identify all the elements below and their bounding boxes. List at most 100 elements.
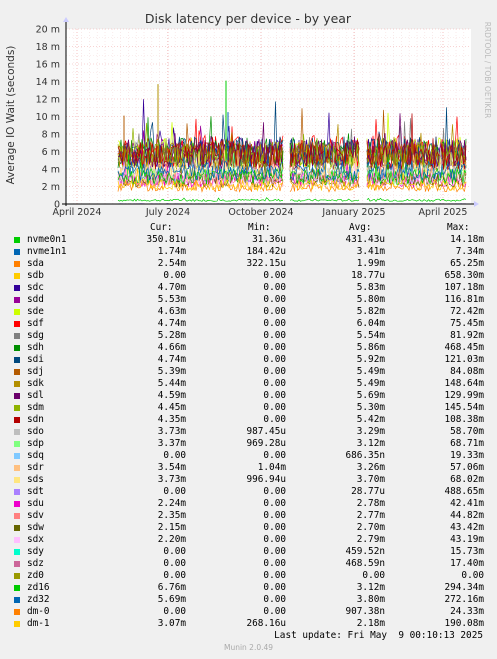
legend-cur-value: 0.00 bbox=[163, 270, 186, 281]
legend-min-value: 0.00 bbox=[263, 498, 286, 509]
legend-cur-value: 4.59m bbox=[157, 390, 186, 401]
legend-avg-value: 1.99m bbox=[356, 258, 385, 269]
legend-swatch bbox=[14, 249, 20, 255]
legend-min-value: 0.00 bbox=[263, 270, 286, 281]
legend-min-value: 0.00 bbox=[263, 450, 286, 461]
legend-min-value: 31.36u bbox=[252, 234, 286, 245]
series-line-sdn bbox=[117, 137, 284, 171]
legend-swatch bbox=[14, 405, 20, 411]
legend-swatch bbox=[14, 441, 20, 447]
legend-row-sdw: sdw 2.15m 0.00 2.70m 43.42m bbox=[0, 522, 497, 534]
series-line-zd32 bbox=[366, 160, 467, 181]
legend-row-sda: sda 2.54m 322.15u 1.99m 65.25m bbox=[0, 258, 497, 270]
series-line-sdl bbox=[117, 122, 284, 169]
legend-cur-value: 5.44m bbox=[157, 378, 186, 389]
series-line-zd16 bbox=[117, 150, 284, 186]
legend-series-name: sdk bbox=[27, 378, 44, 389]
legend-row-sdc: sdc 4.70m 0.00 5.83m 107.18m bbox=[0, 282, 497, 294]
legend-swatch bbox=[14, 597, 20, 603]
legend-max-value: 107.18m bbox=[444, 282, 484, 293]
legend-row-sdd: sdd 5.53m 0.00 5.80m 116.81m bbox=[0, 294, 497, 306]
legend-max-value: 19.33m bbox=[450, 450, 484, 461]
legend-avg-value: 5.49m bbox=[356, 366, 385, 377]
y-axis-arrow bbox=[63, 17, 69, 22]
legend-swatch bbox=[14, 489, 20, 495]
last-update: Last update: Fri May 9 00:10:13 2025 bbox=[274, 630, 483, 641]
legend-avg-value: 28.77u bbox=[351, 486, 385, 497]
y-tick-label: 16 m bbox=[36, 60, 60, 71]
legend-avg-value: 907.38n bbox=[345, 606, 385, 617]
legend-max-value: 14.18m bbox=[450, 234, 484, 245]
legend-max-value: 57.06m bbox=[450, 462, 484, 473]
chart-canvas: Disk latency per device - by year Averag… bbox=[5, 11, 492, 218]
legend-avg-value: 5.92m bbox=[356, 354, 385, 365]
series-line-nvme0n1 bbox=[289, 198, 360, 202]
legend-series-name: sdi bbox=[27, 354, 44, 365]
legend-cur-value: 4.70m bbox=[157, 282, 186, 293]
series-line-sdx bbox=[366, 164, 467, 188]
legend-min-value: 0.00 bbox=[263, 534, 286, 545]
series-line-sdm bbox=[289, 133, 360, 171]
legend-max-value: 0.00 bbox=[461, 570, 484, 581]
legend-row-sdb: sdb 0.00 0.00 18.77u 658.30m bbox=[0, 270, 497, 282]
legend-series-name: sdz bbox=[27, 558, 44, 569]
legend-max-value: 81.92m bbox=[450, 330, 484, 341]
series-line-sdl bbox=[289, 136, 360, 170]
legend-avg-value: 459.52n bbox=[345, 546, 385, 557]
legend-row-sdj: sdj 5.39m 0.00 5.49m 84.08m bbox=[0, 366, 497, 378]
legend-swatch bbox=[14, 561, 20, 567]
legend-series-name: sds bbox=[27, 474, 44, 485]
legend-series-name: sdg bbox=[27, 330, 44, 341]
legend-avg-value: 5.83m bbox=[356, 282, 385, 293]
legend-series-name: dm-0 bbox=[27, 606, 50, 617]
legend-max-value: 58.70m bbox=[450, 426, 484, 437]
legend-max-value: 75.45m bbox=[450, 318, 484, 329]
legend-avg-value: 2.18m bbox=[356, 618, 385, 629]
legend-cur-value: 3.07m bbox=[157, 618, 186, 629]
legend-max-value: 294.34m bbox=[444, 582, 484, 593]
y-tick-label: 20 m bbox=[36, 25, 60, 36]
legend-cur-value: 4.74m bbox=[157, 318, 186, 329]
legend-avg-value: 0.00 bbox=[362, 570, 385, 581]
series-line-dm-1 bbox=[289, 172, 360, 191]
legend-cur-value: 350.81u bbox=[146, 234, 186, 245]
y-axis-label: Average IO Wait (seconds) bbox=[5, 46, 17, 185]
y-tick-label: 10 m bbox=[36, 112, 60, 123]
legend-min-value: 322.15u bbox=[246, 258, 286, 269]
y-tick-labels: 0 2 m 4 m 6 m 8 m 10 m 12 m 14 m 16 m 18 m 20 m bbox=[36, 25, 60, 211]
legend-max-value: 108.38m bbox=[444, 414, 484, 425]
legend-cur-value: 3.54m bbox=[157, 462, 186, 473]
col-header-min: Min: bbox=[248, 222, 271, 233]
legend-row-sdk: sdk 5.44m 0.00 5.49m 148.64m bbox=[0, 378, 497, 390]
legend-swatch bbox=[14, 369, 20, 375]
legend-max-value: 116.81m bbox=[444, 294, 484, 305]
legend-series-name: zd16 bbox=[27, 582, 50, 593]
legend-series-name: sdh bbox=[27, 342, 44, 353]
legend-series-name: sdq bbox=[27, 450, 44, 461]
legend-min-value: 969.28u bbox=[246, 438, 286, 449]
legend-swatch bbox=[14, 477, 20, 483]
legend-swatch bbox=[14, 333, 20, 339]
legend-cur-value: 3.73m bbox=[157, 474, 186, 485]
legend-min-value: 0.00 bbox=[263, 342, 286, 353]
col-header-avg: Avg: bbox=[349, 222, 372, 233]
legend-cur-value: 2.24m bbox=[157, 498, 186, 509]
legend-swatch bbox=[14, 549, 20, 555]
legend-swatch bbox=[14, 453, 20, 459]
legend-row-sds: sds 3.73m 996.94u 3.70m 68.02m bbox=[0, 474, 497, 486]
legend-min-value: 0.00 bbox=[263, 486, 286, 497]
legend-swatch bbox=[14, 261, 20, 267]
legend-min-value: 0.00 bbox=[263, 294, 286, 305]
legend-min-value: 0.00 bbox=[263, 558, 286, 569]
legend-row-sdy: sdy 0.00 0.00 459.52n 15.73m bbox=[0, 546, 497, 558]
legend-min-value: 987.45u bbox=[246, 426, 286, 437]
legend-cur-value: 6.76m bbox=[157, 582, 186, 593]
legend-cur-value: 3.37m bbox=[157, 438, 186, 449]
legend-swatch bbox=[14, 609, 20, 615]
legend-cur-value: 2.35m bbox=[157, 510, 186, 521]
series-line-nvme0n1 bbox=[366, 197, 467, 203]
legend-row-sdx: sdx 2.20m 0.00 2.79m 43.19m bbox=[0, 534, 497, 546]
legend-min-value: 0.00 bbox=[263, 378, 286, 389]
legend-series-name: sdj bbox=[27, 366, 44, 377]
legend-series-name: sdt bbox=[27, 486, 44, 497]
